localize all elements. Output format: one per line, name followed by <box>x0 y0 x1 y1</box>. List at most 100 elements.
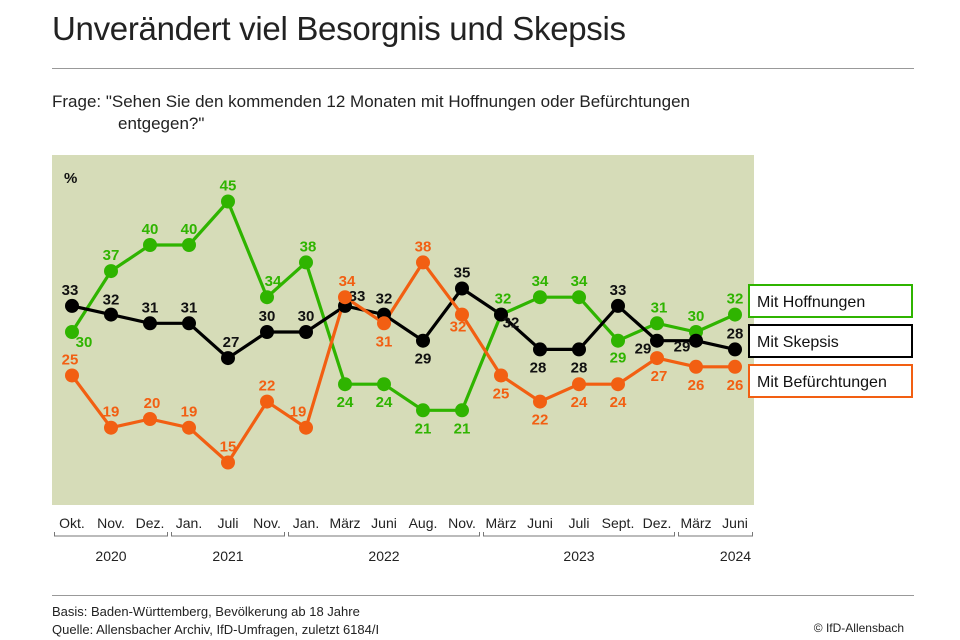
series-0-point-13 <box>572 290 586 305</box>
series-1-point-17 <box>728 342 742 357</box>
series-2-value-label-5: 22 <box>259 378 276 395</box>
series-2-value-label-15: 27 <box>651 368 668 385</box>
series-1-point-15 <box>650 333 664 348</box>
series-2-value-label-14: 24 <box>610 394 627 411</box>
x-tick-label-5: Nov. <box>253 515 281 531</box>
survey-question: Frage: "Sehen Sie den kommenden 12 Monat… <box>52 91 690 135</box>
series-1-value-label-7: 33 <box>349 288 366 305</box>
year-bracket-2 <box>288 532 480 537</box>
series-1-value-label-0: 33 <box>62 282 79 299</box>
series-1-value-label-6: 30 <box>298 308 315 325</box>
series-0-value-label-11: 32 <box>495 291 512 308</box>
series-2-point-7 <box>338 290 352 305</box>
series-2-value-label-3: 19 <box>181 404 198 421</box>
series-2-point-3 <box>182 420 196 435</box>
legend-box-1 <box>748 324 913 358</box>
series-0-value-label-12: 34 <box>532 273 549 290</box>
x-tick-label-16: März <box>680 515 711 531</box>
series-0-point-12 <box>533 290 547 305</box>
x-tick-label-14: Sept. <box>602 515 635 531</box>
series-2-point-12 <box>533 394 547 409</box>
bottom-divider <box>52 595 914 596</box>
y-axis-unit-label: % <box>64 170 77 187</box>
series-2-point-1 <box>104 420 118 435</box>
legend-label-0: Mit Hoffnungen <box>757 294 865 311</box>
year-bracket-1 <box>171 532 285 537</box>
series-1-point-14 <box>611 298 625 313</box>
series-0-value-label-8: 24 <box>376 394 393 411</box>
series-2-point-10 <box>455 307 469 322</box>
series-2-point-16 <box>689 359 703 374</box>
series-0-point-14 <box>611 333 625 348</box>
series-2-value-label-11: 25 <box>493 386 510 403</box>
x-tick-label-11: März <box>485 515 516 531</box>
series-2-point-5 <box>260 394 274 409</box>
series-1-value-label-3: 31 <box>181 299 198 316</box>
series-2-point-14 <box>611 377 625 392</box>
series-0-value-label-2: 40 <box>142 221 159 238</box>
x-tick-label-0: Okt. <box>59 515 85 531</box>
series-0-point-4 <box>221 194 235 209</box>
series-1-point-4 <box>221 351 235 366</box>
legend-box-2 <box>748 364 913 398</box>
footer-notes: Basis: Baden-Württemberg, Bevölkerung ab… <box>52 603 379 639</box>
x-tick-label-10: Nov. <box>448 515 476 531</box>
chart-title: Unverändert viel Besorgnis und Skepsis <box>52 10 626 47</box>
series-2-point-0 <box>65 368 79 383</box>
x-tick-label-15: Dez. <box>643 515 672 531</box>
series-2-value-label-13: 24 <box>571 394 588 411</box>
series-0-point-5 <box>260 290 274 305</box>
series-0-point-0 <box>65 325 79 339</box>
series-0-point-9 <box>416 403 430 418</box>
series-2-value-label-1: 19 <box>103 404 120 421</box>
x-tick-label-8: Juni <box>371 515 397 531</box>
x-tick-label-17: Juni <box>722 515 748 531</box>
series-1-value-label-14: 33 <box>610 282 627 299</box>
year-bracket-0 <box>54 532 168 537</box>
series-2-value-label-8: 31 <box>376 333 393 350</box>
series-1-value-label-12: 28 <box>530 359 547 376</box>
series-1-value-label-2: 31 <box>142 299 159 316</box>
series-1-point-3 <box>182 316 196 331</box>
series-2-value-label-2: 20 <box>144 395 161 412</box>
year-bracket-3 <box>483 532 675 537</box>
series-1-point-16 <box>689 333 703 348</box>
series-2-value-label-7: 34 <box>339 273 356 290</box>
x-tick-label-2: Dez. <box>136 515 165 531</box>
x-tick-label-1: Nov. <box>97 515 125 531</box>
year-label-0: 2020 <box>95 548 126 564</box>
top-divider <box>52 68 914 69</box>
question-line-2: entgegen?" <box>118 114 205 133</box>
year-label-2: 2022 <box>368 548 399 564</box>
series-1-value-label-11: 32 <box>503 315 520 332</box>
footer-basis: Basis: Baden-Württemberg, Bevölkerung ab… <box>52 604 360 619</box>
series-0-point-7 <box>338 377 352 392</box>
series-1-value-label-10: 35 <box>454 265 471 282</box>
series-1-point-5 <box>260 325 274 339</box>
legend-label-2: Mit Befürchtungen <box>757 374 887 391</box>
series-1-point-12 <box>533 342 547 357</box>
series-0-value-label-10: 21 <box>454 420 471 437</box>
year-label-1: 2021 <box>212 548 243 564</box>
series-0-value-label-15: 31 <box>651 299 668 316</box>
series-1-point-1 <box>104 307 118 322</box>
series-2-point-9 <box>416 255 430 270</box>
series-0-value-label-5: 34 <box>265 273 282 290</box>
series-0-value-label-16: 30 <box>688 308 705 325</box>
series-0-value-label-6: 38 <box>300 238 317 255</box>
series-1-value-label-4: 27 <box>223 334 240 351</box>
year-label-3: 2023 <box>563 548 594 564</box>
series-0-value-label-7: 24 <box>337 394 354 411</box>
series-2-value-label-16: 26 <box>688 377 705 394</box>
series-2-value-label-4: 15 <box>220 439 237 456</box>
series-1-value-label-15: 29 <box>635 341 652 358</box>
series-0-value-label-9: 21 <box>415 420 432 437</box>
legend-label-1: Mit Skepsis <box>757 334 839 351</box>
plot-area <box>52 155 754 505</box>
series-0-value-label-13: 34 <box>571 273 588 290</box>
x-tick-label-13: Juli <box>568 515 589 531</box>
series-2-point-17 <box>728 359 742 374</box>
x-tick-label-4: Juli <box>217 515 238 531</box>
series-2-point-8 <box>377 316 391 331</box>
